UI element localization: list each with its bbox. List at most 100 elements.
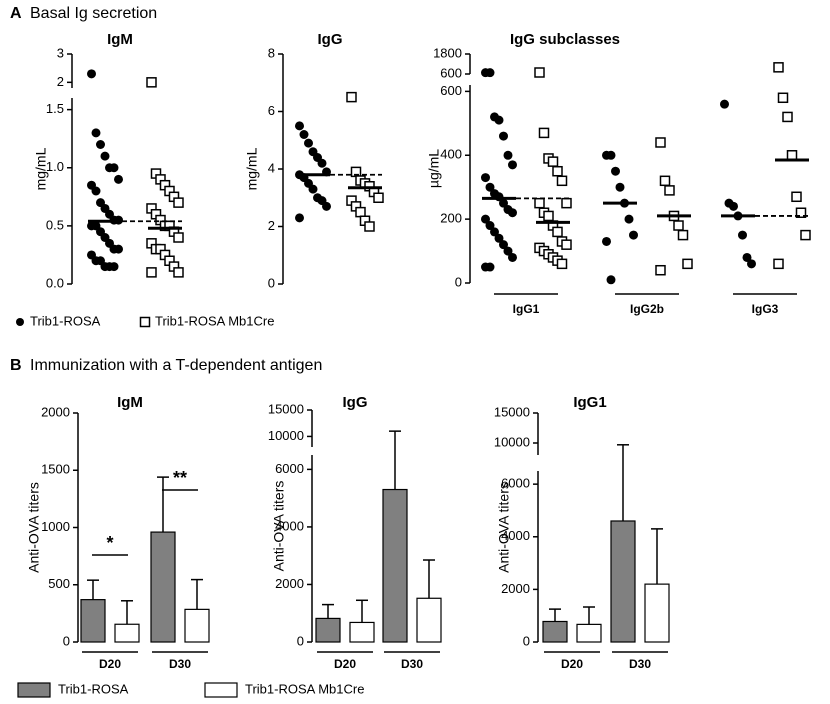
data-point <box>791 191 802 203</box>
y-tick-label: 200 <box>440 211 462 226</box>
annotation: * <box>106 533 113 553</box>
bar <box>542 620 568 643</box>
data-point <box>800 229 811 241</box>
data-point <box>91 128 101 138</box>
data-point <box>552 226 563 238</box>
x-tick-label: D20 <box>99 657 121 671</box>
data-point <box>773 258 784 270</box>
data-point <box>485 68 495 78</box>
data-point <box>606 150 616 160</box>
data-point <box>499 198 508 208</box>
y-tick-label: 3 <box>57 45 64 60</box>
y-tick-label: 4000 <box>275 518 304 533</box>
data-point <box>729 201 738 211</box>
data-point <box>503 150 513 160</box>
y-axis-label: Anti-OVA titers <box>496 482 512 573</box>
data-point <box>499 240 508 250</box>
data-point <box>317 158 327 168</box>
data-point <box>146 77 157 88</box>
data-point <box>556 175 568 187</box>
data-point <box>146 267 157 278</box>
legend-label: Trib1-ROSA <box>58 681 129 696</box>
y-tick-label: 10000 <box>268 428 304 443</box>
data-point <box>782 111 793 123</box>
chart-title: IgM <box>117 394 143 411</box>
y-axis-label: Anti-OVA titers <box>271 481 287 572</box>
y-tick-label: 0 <box>268 275 275 290</box>
chart-title: IgG subclasses <box>510 31 620 48</box>
data-point <box>534 67 545 78</box>
y-tick-label: 15000 <box>268 401 304 416</box>
y-axis-label: mg/mL <box>244 147 260 190</box>
data-point <box>738 230 747 240</box>
data-point <box>773 62 784 73</box>
annotation: ** <box>173 468 187 488</box>
data-point <box>373 192 384 203</box>
data-point <box>655 137 666 148</box>
y-tick-label: 6000 <box>501 476 530 491</box>
chart-title: IgG1 <box>573 394 606 411</box>
y-axis-label: Anti-OVA titers <box>26 482 42 573</box>
y-tick-label: 0 <box>297 633 304 648</box>
data-point <box>114 174 123 184</box>
y-tick-label: 0 <box>455 274 462 289</box>
legend-label: Trib1-ROSA Mb1Cre <box>245 681 364 696</box>
legend-swatch <box>204 682 238 698</box>
chart-title: IgG <box>343 394 368 411</box>
y-tick-label: 600 <box>440 65 462 80</box>
data-point <box>777 92 789 104</box>
y-tick-label: 2 <box>57 74 64 89</box>
y-tick-label: 1.0 <box>46 159 64 174</box>
data-point <box>355 206 366 218</box>
y-tick-label: 0 <box>523 633 530 648</box>
x-tick-label: D20 <box>334 657 356 671</box>
y-tick-label: 600 <box>440 83 462 98</box>
bar <box>80 599 106 643</box>
data-point <box>664 185 675 196</box>
data-point <box>173 267 184 278</box>
y-tick-label: 2000 <box>275 576 304 591</box>
data-point <box>552 165 563 177</box>
x-tick-label: IgG1 <box>513 302 540 316</box>
y-tick-label: 4 <box>268 160 275 175</box>
data-point <box>91 186 101 196</box>
data-point <box>322 201 331 211</box>
data-point <box>485 182 495 192</box>
data-point <box>611 166 620 176</box>
x-tick-label: IgG3 <box>752 302 779 316</box>
data-point <box>109 163 119 173</box>
data-point <box>534 197 545 209</box>
y-tick-label: 1500 <box>41 462 70 477</box>
y-tick-label: 1800 <box>433 45 462 60</box>
data-point <box>364 221 375 232</box>
x-tick-label: D30 <box>629 657 651 671</box>
bar <box>150 531 176 643</box>
data-point <box>508 208 517 218</box>
y-tick-label: 1.5 <box>46 101 64 116</box>
panel-label: A <box>10 5 22 22</box>
data-point <box>346 91 357 103</box>
bar <box>114 623 140 643</box>
legend-marker <box>16 318 24 326</box>
data-point <box>606 275 616 285</box>
data-point <box>624 214 634 224</box>
y-tick-label: 1000 <box>41 519 70 534</box>
y-axis-label: mg/mL <box>33 147 49 190</box>
y-tick-label: 10000 <box>494 434 530 449</box>
y-tick-label: 4000 <box>501 528 530 543</box>
data-point <box>747 259 756 269</box>
y-axis-label: µg/mL <box>426 149 442 188</box>
y-tick-label: 0.0 <box>46 275 64 290</box>
data-point <box>499 131 508 141</box>
data-point <box>494 233 504 243</box>
data-point <box>561 197 572 209</box>
data-point <box>481 173 490 183</box>
data-point <box>490 227 499 237</box>
data-point <box>786 150 798 161</box>
bar <box>576 623 602 643</box>
y-tick-label: 6000 <box>275 461 304 476</box>
data-point <box>538 127 550 139</box>
data-point <box>109 262 119 272</box>
bar <box>382 488 408 643</box>
data-point <box>615 182 625 192</box>
